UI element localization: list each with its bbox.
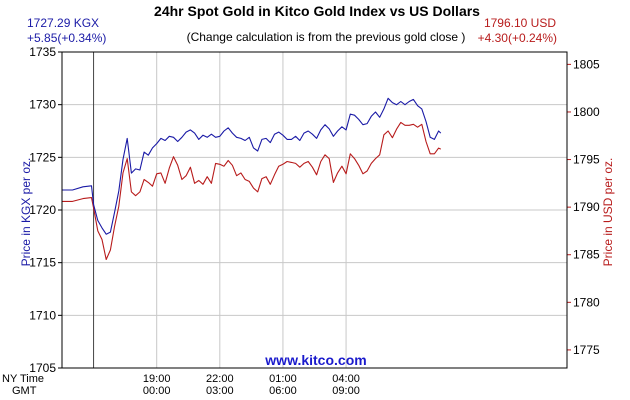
kgx-change-readout: +5.85(+0.34%): [27, 31, 106, 45]
kgx-price-readout: 1727.29 KGX: [27, 16, 99, 30]
series-layer: [62, 97, 442, 261]
x-tick-label-gmt: 03:00: [206, 385, 234, 397]
grid-layer: [62, 51, 567, 369]
y-right-tick-label: 1800: [573, 105, 600, 119]
x-tick-label-gmt: 06:00: [269, 385, 297, 397]
x-tick-label-ny: 01:00: [269, 373, 297, 385]
y-axis-left-label: Price in KGX per oz.: [19, 158, 33, 267]
y-left-tick-label: 1725: [29, 150, 56, 164]
x-tick-label-ny: 19:00: [143, 373, 171, 385]
y-left-tick-label: 1735: [29, 45, 56, 59]
y-left-tick-label: 1705: [29, 361, 56, 375]
y-right-tick-label: 1785: [573, 248, 600, 262]
y-right-tick-label: 1790: [573, 200, 600, 214]
y-left-tick-label: 1730: [29, 98, 56, 112]
y-left-tick-label: 1715: [29, 256, 56, 270]
series-line-usd: [62, 121, 442, 261]
series-line-kgx: [62, 97, 442, 235]
usd-change-readout: +4.30(+0.24%): [478, 31, 557, 45]
x-tick-label-ny: 22:00: [206, 373, 234, 385]
y-left-tick-label: 1720: [29, 203, 56, 217]
x-tick-label-gmt: 09:00: [332, 385, 360, 397]
plot-frame: [61, 51, 568, 369]
x-axis-gmt-row-label: GMT: [12, 385, 37, 397]
kitco-watermark: www.kitco.com: [264, 352, 366, 368]
usd-price-readout: 1796.10 USD: [484, 16, 556, 30]
tick-labels: 1705 1710 1715 1720 1725 1730 1735 1775 1780 1785…: [29, 45, 600, 397]
x-axis-ny-row-label: NY Time: [2, 373, 44, 385]
y-right-tick-label: 1795: [573, 153, 600, 167]
chart-subtitle: (Change calculation is from the previous…: [187, 30, 466, 44]
y-right-tick-label: 1775: [573, 343, 600, 357]
chart-title: 24hr Spot Gold in Kitco Gold Index vs US…: [154, 3, 480, 19]
y-right-tick-label: 1805: [573, 57, 600, 71]
y-left-tick-label: 1710: [29, 308, 56, 322]
x-tick-label-gmt: 00:00: [143, 385, 171, 397]
x-tick-label-ny: 04:00: [332, 373, 360, 385]
y-right-tick-label: 1780: [573, 295, 600, 309]
y-axis-right-label: Price in USD per oz.: [601, 158, 615, 267]
